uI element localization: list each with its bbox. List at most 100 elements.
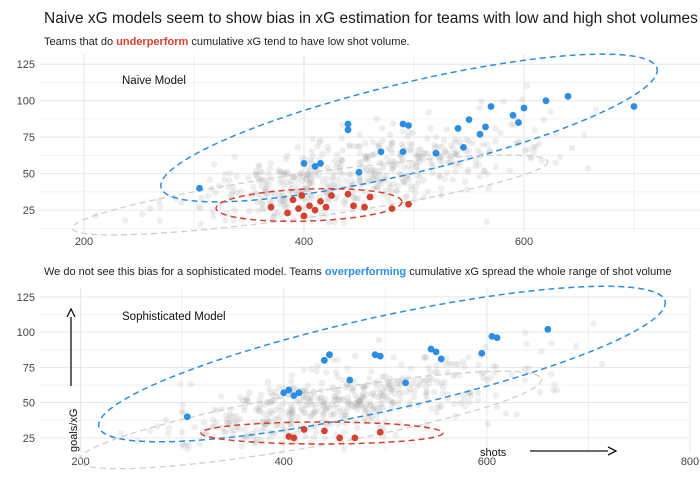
background-point	[403, 192, 411, 200]
over-point	[493, 334, 501, 342]
background-point	[364, 153, 372, 160]
background-point	[275, 167, 282, 174]
background-point	[410, 160, 417, 168]
background-point	[267, 389, 274, 397]
over-point	[377, 148, 385, 156]
background-point	[310, 388, 317, 395]
background-point	[423, 377, 430, 384]
background-point	[376, 142, 383, 150]
background-point	[276, 384, 283, 391]
background-point	[390, 399, 398, 406]
background-point	[139, 211, 146, 218]
background-point	[335, 396, 343, 404]
background-point	[419, 150, 427, 157]
background-point	[347, 171, 355, 178]
background-point	[423, 388, 430, 396]
over-point	[326, 351, 333, 359]
y-tick-label: 125	[17, 59, 35, 71]
background-point	[288, 413, 296, 420]
background-point	[359, 163, 367, 171]
background-point	[354, 406, 361, 414]
background-point	[156, 217, 164, 225]
background-point	[389, 165, 397, 173]
background-point	[548, 340, 555, 347]
background-point	[342, 408, 350, 416]
background-point	[258, 418, 266, 425]
x-tick-label: 800	[681, 456, 699, 468]
background-point	[528, 153, 535, 160]
background-point	[412, 183, 420, 191]
background-point	[361, 415, 368, 422]
grey-ellipse	[77, 370, 543, 470]
background-point	[229, 413, 236, 420]
background-point	[258, 205, 266, 213]
background-point	[358, 158, 365, 166]
background-point	[410, 393, 417, 401]
background-point	[243, 394, 251, 401]
background-point	[334, 193, 341, 200]
background-point	[405, 162, 412, 170]
background-point	[341, 201, 349, 208]
background-point	[383, 154, 391, 162]
background-point	[553, 387, 561, 394]
background-point	[445, 360, 452, 367]
background-point	[304, 172, 311, 179]
background-point	[255, 163, 262, 170]
background-point	[402, 180, 409, 187]
y-tick-label: 25	[23, 433, 35, 445]
background-point	[540, 116, 548, 124]
under-point	[320, 427, 328, 435]
background-point	[353, 402, 361, 409]
background-point	[535, 140, 543, 148]
background-point	[461, 396, 468, 403]
background-point	[267, 198, 274, 205]
background-point	[384, 145, 392, 152]
background-point	[382, 384, 390, 391]
background-point	[306, 398, 313, 406]
background-point	[480, 167, 487, 175]
background-point	[386, 131, 394, 138]
background-point	[375, 394, 382, 401]
background-point	[209, 208, 217, 215]
background-point	[492, 163, 499, 171]
background-point	[210, 213, 217, 220]
background-point	[359, 383, 366, 391]
background-point	[307, 439, 314, 447]
background-point	[507, 121, 514, 128]
background-point	[552, 159, 559, 166]
background-point	[356, 177, 363, 184]
background-point	[352, 352, 359, 360]
background-point	[341, 420, 349, 427]
background-point	[388, 141, 396, 149]
background-point	[415, 152, 422, 160]
background-point	[369, 174, 377, 182]
background-point	[548, 370, 555, 378]
background-point	[267, 160, 275, 167]
over-point	[295, 389, 303, 397]
background-point	[289, 406, 296, 414]
background-point	[227, 417, 234, 424]
background-point	[303, 175, 310, 183]
over-point	[376, 352, 384, 360]
background-point	[303, 175, 310, 182]
background-point	[386, 381, 394, 389]
background-point	[512, 141, 519, 148]
background-point	[371, 392, 378, 400]
background-point	[413, 172, 421, 179]
background-point	[353, 395, 361, 403]
background-point	[434, 378, 441, 385]
background-point	[276, 413, 283, 421]
background-point	[265, 171, 272, 178]
background-point	[389, 149, 396, 156]
background-point	[313, 368, 320, 375]
background-point	[362, 155, 370, 163]
background-point	[275, 415, 282, 423]
background-point	[263, 399, 271, 406]
background-point	[259, 168, 266, 176]
background-point	[356, 159, 363, 166]
background-point	[278, 210, 285, 218]
background-point	[179, 409, 186, 417]
over-point	[196, 184, 203, 192]
background-point	[266, 385, 273, 392]
background-point	[387, 184, 394, 191]
